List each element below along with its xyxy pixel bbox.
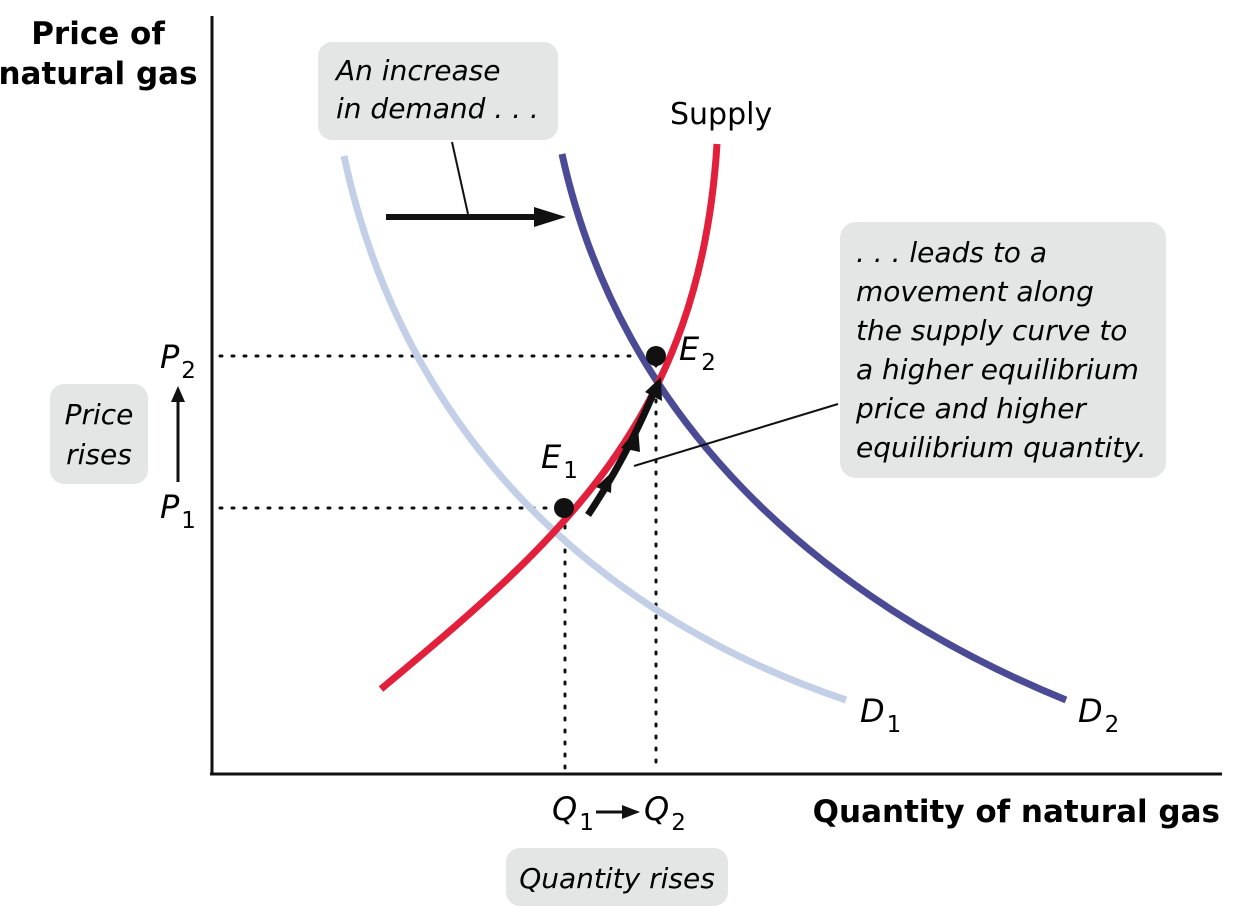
movement-line5: price and higher [855, 392, 1087, 425]
movement-line2: movement along [856, 275, 1094, 308]
q1-label: Q1 [552, 790, 594, 836]
demand-callout-pointer [451, 141, 469, 215]
demand-increase-callout [318, 42, 558, 140]
d1-label: D1 [860, 692, 901, 738]
p1-label: P1 [160, 488, 196, 534]
equilibrium-point-e1 [554, 498, 574, 518]
demand-shift-arrowhead [534, 207, 566, 227]
price-rises-line2: rises [66, 438, 132, 471]
price-rises-line1: Price [65, 398, 134, 431]
p2-label: P2 [160, 338, 196, 384]
movement-callout [840, 222, 1166, 478]
e1-label: E1 [541, 438, 578, 484]
quantity-rises-arrowhead [622, 805, 640, 819]
demand-curve-d1 [340, 155, 848, 704]
movement-line4: a higher equilibrium [856, 353, 1139, 386]
quantity-rises-text: Quantity rises [519, 862, 715, 895]
d2-label: D2 [1078, 692, 1119, 738]
equilibrium-point-e2 [646, 346, 666, 366]
y-axis-title-line1: Price of [31, 16, 165, 52]
quantity-rises-callout [506, 848, 728, 906]
movement-arrowhead-1 [596, 472, 612, 493]
movement-callout-pointer [633, 403, 839, 467]
supply-curve [378, 143, 721, 692]
movement-line1: . . . leads to a [856, 236, 1047, 269]
demand-curve-d2 [558, 153, 1068, 704]
supply-label: Supply [670, 97, 772, 132]
movement-arrowhead-3 [645, 377, 662, 401]
movement-arrow [585, 390, 658, 517]
price-rises-arrowhead [171, 386, 185, 402]
y-axis-title-line2: natural gas [0, 56, 198, 92]
demand-increase-line1: An increase [334, 54, 500, 87]
movement-line3: the supply curve to [856, 314, 1127, 347]
movement-arrowhead-2 [621, 427, 640, 452]
price-rises-callout [50, 384, 148, 484]
q2-label: Q2 [644, 790, 686, 836]
x-axis-title: Quantity of natural gas [813, 794, 1220, 830]
e2-label: E2 [679, 330, 716, 376]
movement-line6: equilibrium quantity. [856, 431, 1147, 464]
demand-increase-line2: in demand . . . [336, 92, 539, 125]
